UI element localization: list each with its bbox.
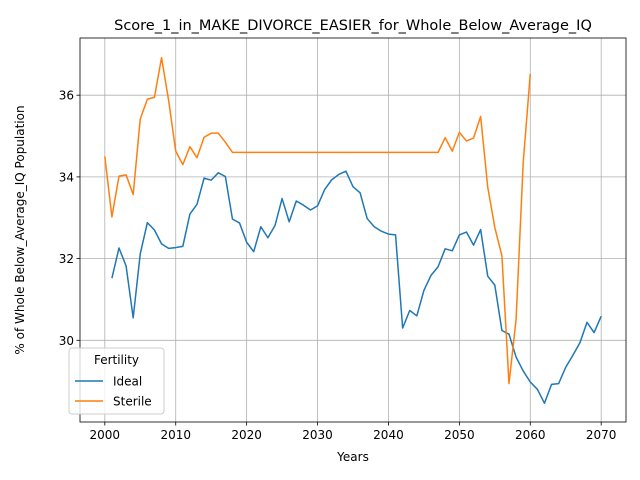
legend-title: Fertility [94,353,139,367]
x-tick-label: 2030 [302,428,333,442]
x-tick-label: 2050 [444,428,475,442]
y-tick-label: 36 [59,89,74,103]
legend-label-ideal: Ideal [113,375,142,389]
series-lines [104,56,602,404]
x-axis-label: Years [336,450,369,464]
legend: Fertility Ideal Sterile [68,347,165,415]
legend-label-sterile: Sterile [113,395,152,409]
series-line-sterile [104,56,532,385]
x-tick-label: 2020 [231,428,262,442]
x-tick-label: 2010 [160,428,191,442]
y-axis-ticks: 30 32 34 36 [59,89,80,348]
legend-box [68,347,165,415]
plot-area-frame [79,37,627,423]
x-tick-label: 2040 [373,428,404,442]
x-tick-label: 2060 [515,428,546,442]
series-line-ideal [111,170,602,404]
y-tick-label: 34 [59,170,74,184]
y-axis-label: % of Whole Below_Average_IQ Population [13,105,27,354]
grid-lines [80,38,626,422]
y-tick-label: 30 [59,334,74,348]
x-tick-label: 2000 [90,428,121,442]
y-tick-label: 32 [59,252,74,266]
x-tick-label: 2070 [586,428,617,442]
chart-title: Score_1_in_MAKE_DIVORCE_EASIER_for_Whole… [114,18,592,34]
x-axis-ticks: 2000 2010 2020 2030 2040 2050 2060 2070 [90,422,617,442]
